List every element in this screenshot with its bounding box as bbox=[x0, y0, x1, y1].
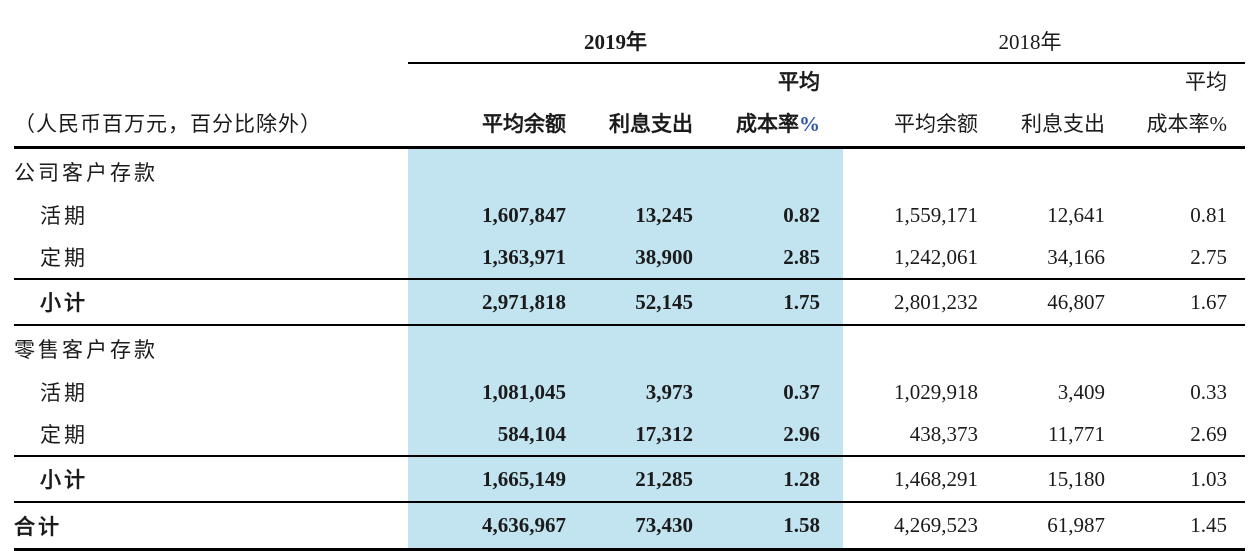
colhdr-2018-cost-rate: 成本率% bbox=[1112, 96, 1246, 149]
colhdr-2019-interest-expense: 利息支出 bbox=[568, 96, 695, 149]
row-label: 小计 bbox=[14, 278, 408, 325]
cell-2018-avg-balance: 1,242,061 bbox=[894, 244, 979, 269]
table-row-corporate-time: 定期 1,363,971 38,900 2.85 1,242,061 34,16… bbox=[14, 236, 1245, 279]
colhdr-2019-avg-line: 平均 bbox=[778, 70, 821, 94]
cell-2019-cost-rate: 0.82 bbox=[695, 194, 844, 236]
table-row-retail-time: 定期 584,104 17,312 2.96 438,373 11,771 2.… bbox=[14, 413, 1245, 456]
cell-2018-avg-balance: 2,801,232 bbox=[843, 278, 986, 325]
year-2018-header: 2018年 bbox=[843, 20, 1246, 64]
cell-2018-interest-expense: 3,409 bbox=[1057, 379, 1106, 404]
year-2019-header: 2019年 bbox=[408, 20, 844, 64]
cell-2018-interest-expense: 46,807 bbox=[985, 278, 1113, 325]
table-row-corporate-subtotal: 小计 2,971,818 52,145 1.75 2,801,232 46,80… bbox=[14, 278, 1246, 325]
cell-2019-interest-expense: 13,245 bbox=[568, 194, 695, 236]
row-label: 定期 bbox=[40, 423, 88, 447]
cell-2018-cost-rate: 0.81 bbox=[1190, 202, 1228, 227]
meta-note: （人民币百万元，百分比除外） bbox=[14, 96, 408, 149]
cell-2019-cost-rate: 1.75 bbox=[695, 278, 844, 325]
cell-2018-interest-expense: 34,166 bbox=[1047, 244, 1106, 269]
row-label: 小计 bbox=[14, 455, 408, 502]
avg-row-spacer bbox=[14, 63, 408, 96]
cell-2018-avg-balance: 1,468,291 bbox=[843, 455, 986, 502]
cell-2019-avg-balance: 1,665,149 bbox=[408, 455, 568, 502]
cell-2019-interest-expense: 17,312 bbox=[568, 413, 695, 456]
cell-2018-interest-expense: 61,987 bbox=[985, 501, 1113, 551]
cell-2018-cost-rate: 0.33 bbox=[1190, 379, 1228, 404]
cell-2018-interest-expense: 11,771 bbox=[1048, 421, 1106, 446]
cell-2019-interest-expense: 52,145 bbox=[568, 278, 695, 325]
cell-2018-interest-expense: 12,641 bbox=[1047, 202, 1106, 227]
row-label: 合计 bbox=[14, 501, 408, 551]
row-label: 公司客户存款 bbox=[14, 160, 158, 185]
cell-2019-avg-balance: 584,104 bbox=[408, 413, 568, 456]
row-label: 活期 bbox=[40, 204, 88, 228]
cell-2018-cost-rate: 1.45 bbox=[1112, 501, 1246, 551]
cell-2018-cost-rate: 1.03 bbox=[1112, 455, 1246, 502]
cell-2018-interest-expense: 15,180 bbox=[985, 455, 1113, 502]
colhdr-2018-interest-expense: 利息支出 bbox=[985, 96, 1113, 149]
row-label: 零售客户存款 bbox=[14, 324, 408, 371]
cell-2018-cost-rate: 1.67 bbox=[1112, 278, 1246, 325]
colhdr-2018-avg-line: 平均 bbox=[1185, 70, 1228, 94]
cell-2019-cost-rate: 2.85 bbox=[695, 236, 844, 279]
cell-2018-cost-rate: 2.69 bbox=[1190, 421, 1228, 446]
cell-2019-cost-rate: 0.37 bbox=[695, 371, 844, 413]
cell-2019-avg-balance: 1,081,045 bbox=[408, 371, 568, 413]
row-label: 定期 bbox=[40, 246, 88, 270]
row-label: 活期 bbox=[40, 381, 88, 405]
table-row-corporate-demand: 活期 1,607,847 13,245 0.82 1,559,171 12,64… bbox=[14, 194, 1245, 236]
cell-2019-interest-expense: 38,900 bbox=[568, 236, 695, 279]
cell-2019-avg-balance: 4,636,967 bbox=[408, 501, 568, 551]
deposit-cost-table: 2019年 2018年 平均 平均 （人民币百万元，百分比除外） 平均余额 利息… bbox=[14, 20, 1246, 551]
cell-2019-interest-expense: 3,973 bbox=[568, 371, 695, 413]
table-row-retail-demand: 活期 1,081,045 3,973 0.37 1,029,918 3,409 … bbox=[14, 371, 1245, 413]
table-row-retail-deposits: 零售客户存款 bbox=[14, 324, 1246, 371]
cell-2018-avg-balance: 1,029,918 bbox=[894, 379, 979, 404]
cell-2018-cost-rate: 2.75 bbox=[1190, 244, 1228, 269]
cell-2019-cost-rate: 2.96 bbox=[695, 413, 844, 456]
cell-2018-avg-balance: 438,373 bbox=[909, 421, 979, 446]
percent-sign-2019: % bbox=[799, 112, 821, 136]
cell-2019-interest-expense: 21,285 bbox=[568, 455, 695, 502]
cell-2018-avg-balance: 4,269,523 bbox=[843, 501, 986, 551]
cell-2019-cost-rate: 1.28 bbox=[695, 455, 844, 502]
cell-2019-cost-rate: 1.58 bbox=[695, 501, 844, 551]
avg-line-row: 平均 平均 bbox=[14, 63, 1245, 96]
cell-2019-avg-balance: 1,607,847 bbox=[408, 194, 568, 236]
table-row-retail-subtotal: 小计 1,665,149 21,285 1.28 1,468,291 15,18… bbox=[14, 455, 1246, 502]
year-header-row: 2019年 2018年 bbox=[14, 20, 1246, 64]
cell-2018-avg-balance: 1,559,171 bbox=[894, 202, 979, 227]
year-row-spacer bbox=[14, 20, 408, 63]
column-header-row: （人民币百万元，百分比除外） 平均余额 利息支出 成本率% 平均余额 利息支出 … bbox=[14, 96, 1246, 149]
colhdr-2018-avg-balance: 平均余额 bbox=[843, 96, 986, 149]
table-row-total: 合计 4,636,967 73,430 1.58 4,269,523 61,98… bbox=[14, 501, 1246, 551]
cell-2019-avg-balance: 1,363,971 bbox=[408, 236, 568, 279]
colhdr-2019-cost-rate: 成本率% bbox=[695, 96, 844, 149]
table-row-corporate-deposits: 公司客户存款 bbox=[14, 147, 1245, 194]
colhdr-2019-avg-balance: 平均余额 bbox=[408, 96, 568, 149]
percent-sign-2018: % bbox=[1209, 112, 1228, 136]
cell-2019-avg-balance: 2,971,818 bbox=[408, 278, 568, 325]
cell-2019-interest-expense: 73,430 bbox=[568, 501, 695, 551]
